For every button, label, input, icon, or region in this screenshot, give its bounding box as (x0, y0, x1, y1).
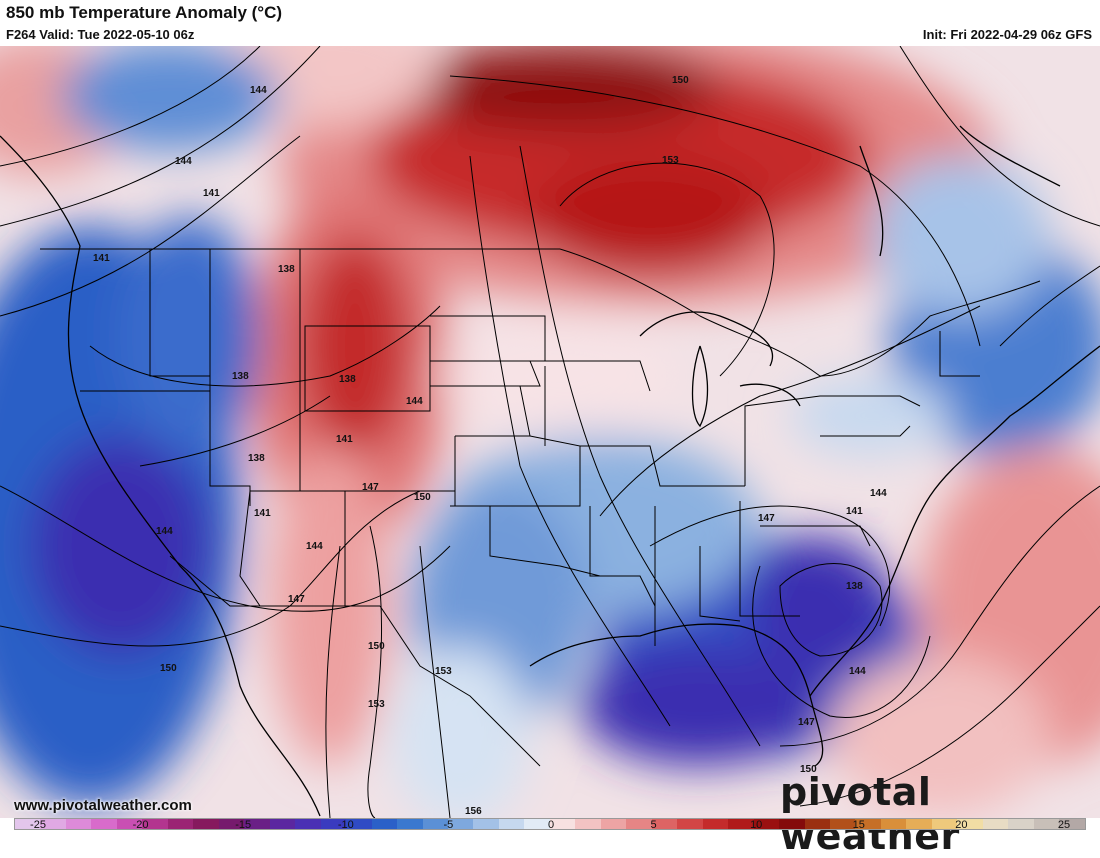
contour-label: 144 (849, 666, 866, 677)
colorbar-cell (1008, 819, 1034, 829)
colorbar-cell (15, 819, 41, 829)
colorbar-cell (167, 819, 194, 829)
valid-time: F264 Valid: Tue 2022-05-10 06z (6, 27, 195, 42)
contour-label: 138 (278, 264, 295, 275)
contour-label: 156 (465, 806, 482, 817)
contour-label: 144 (870, 488, 887, 499)
colorbar-cell (728, 819, 754, 829)
colorbar-cell (931, 819, 958, 829)
colorbar-cell (779, 819, 805, 829)
anomaly-map[interactable]: 144 144 141 141 138 138 138 138 141 144 … (0, 46, 1100, 818)
contour-label: 144 (175, 156, 192, 167)
colorbar-cell (218, 819, 245, 829)
colorbar-cell (702, 819, 729, 829)
contour-label: 141 (336, 434, 353, 445)
contour-label: 150 (672, 75, 689, 86)
contour-labels: 144 144 141 141 138 138 138 138 141 144 … (93, 75, 887, 817)
colorbar-cell (575, 819, 601, 829)
contour-label: 150 (368, 641, 385, 652)
contour-label: 147 (288, 594, 305, 605)
colorbar-cell (320, 819, 347, 829)
colorbar-cell (906, 819, 932, 829)
map-title: 850 mb Temperature Anomaly (°C) (6, 3, 283, 22)
colorbar-tick-label: -5 (443, 819, 454, 831)
contour-label: 150 (160, 663, 177, 674)
contour-label: 138 (339, 374, 356, 385)
colorbar-tick-label: 0 (547, 819, 555, 831)
colorbar-cell (269, 819, 296, 829)
colorbar-cell (804, 819, 830, 829)
colorbar-cell (677, 819, 703, 829)
colorbar-cell (193, 819, 219, 829)
colorbar-cell (524, 819, 550, 829)
colorbar-cell (651, 819, 678, 829)
colorbar-cell (397, 819, 423, 829)
colorbar-cell (830, 819, 856, 829)
colorbar-cell (116, 819, 143, 829)
contour-label: 153 (435, 666, 452, 677)
colorbar-tick-label: 5 (650, 819, 657, 831)
init-time: Init: Fri 2022-04-29 06z GFS (922, 27, 1092, 42)
colorbar-tick-label: -10 (337, 819, 354, 831)
contour-label: 141 (254, 508, 271, 519)
colorbar-cell (549, 819, 576, 829)
coastlines (0, 125, 1100, 817)
contour-label: 144 (156, 526, 173, 537)
height-contours (0, 46, 1100, 818)
political-boundaries (40, 248, 1041, 767)
colorbar-cell (626, 819, 652, 829)
contour-label: 141 (203, 188, 220, 199)
colorbar-tick-label: -25 (30, 819, 46, 831)
contour-label: 138 (846, 581, 863, 592)
contour-label: 141 (93, 253, 110, 264)
contour-label: 144 (406, 396, 423, 407)
colorbar-cell (447, 819, 474, 829)
colorbar-cell (855, 819, 881, 829)
colorbar-tick-label: 20 (955, 819, 968, 831)
colorbar-cell (753, 819, 780, 829)
contour-label: 147 (798, 717, 815, 728)
colorbar-tick-label: -15 (235, 819, 252, 831)
colorbar-cell (880, 819, 907, 829)
contour-label: 150 (800, 764, 817, 775)
contour-label: 150 (414, 492, 431, 503)
map-canvas: 144 144 141 141 138 138 138 138 141 144 … (0, 46, 1100, 818)
colorbar-cell (346, 819, 372, 829)
contour-label: 144 (306, 541, 323, 552)
colorbar-cell (600, 819, 627, 829)
colorbar-cell (982, 819, 1009, 829)
website-label[interactable]: www.pivotalweather.com (14, 797, 192, 814)
contour-label: 144 (250, 85, 267, 96)
colorbar-cell (1033, 819, 1060, 829)
colorbar-cell (295, 819, 321, 829)
contour-label: 147 (362, 482, 379, 493)
colorbar-cell (1059, 819, 1085, 829)
colorbar-cell (422, 819, 448, 829)
colorbar-cell (65, 819, 92, 829)
colorbar-tick-label: 15 (852, 819, 865, 831)
colorbar-cell (371, 819, 398, 829)
colorbar-cells (14, 818, 1086, 830)
colorbar-cell (40, 819, 66, 829)
colorbar-tick-label: 10 (750, 819, 763, 831)
colorbar-tick-label: -20 (132, 819, 149, 831)
contour-label: 153 (368, 699, 385, 710)
contour-label: 141 (846, 506, 863, 517)
contour-label: 138 (248, 453, 265, 464)
colorbar-cell (498, 819, 525, 829)
colorbar-cell (244, 819, 270, 829)
contour-label: 138 (232, 371, 249, 382)
colorbar-cell (91, 819, 117, 829)
contour-label: 153 (662, 155, 679, 166)
colorbar-cell (142, 819, 168, 829)
colorbar: -25 -20 -15 -10 -5 0 5 10 15 20 25 (14, 818, 1086, 850)
colorbar-cell (957, 819, 983, 829)
contour-label: 147 (758, 513, 775, 524)
colorbar-tick-label: 25 (1057, 819, 1071, 831)
header: 850 mb Temperature Anomaly (°C) F264 Val… (0, 0, 1100, 46)
colorbar-cell (473, 819, 499, 829)
